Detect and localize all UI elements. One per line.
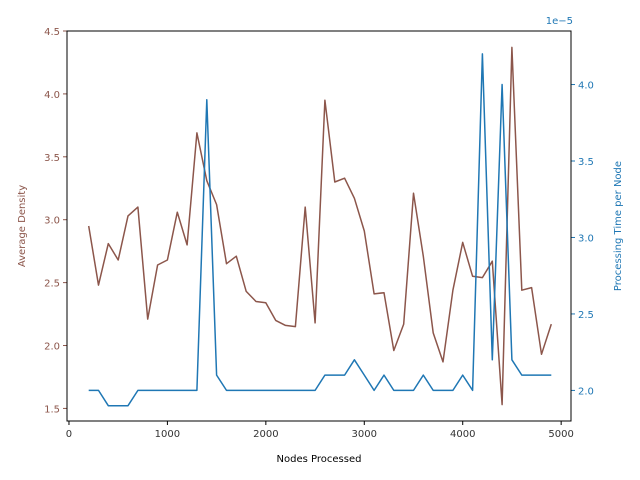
average-density-line [87, 46, 553, 406]
left-tick-label: 4.0 [44, 90, 60, 101]
axes-frame [66, 30, 572, 422]
x-tick-label: 4000 [450, 429, 475, 440]
right-y-axis-label: Processing Time per Node [613, 161, 624, 291]
x-axis-ticks: 0 1000 2000 3000 4000 5000 [66, 421, 574, 440]
left-tick-label: 2.0 [44, 342, 60, 353]
right-tick-label: 2.0 [578, 386, 594, 397]
x-tick-label: 3000 [352, 429, 377, 440]
x-tick-label: 5000 [548, 429, 573, 440]
right-tick-label: 2.5 [578, 310, 594, 321]
x-tick-label: 2000 [253, 429, 278, 440]
left-tick-label: 3.0 [44, 216, 60, 227]
left-tick-label: 3.5 [44, 153, 60, 164]
x-axis-label: Nodes Processed [277, 454, 362, 465]
x-tick-label: 1000 [155, 429, 180, 440]
left-tick-label: 4.5 [44, 27, 60, 38]
left-y-axis-label: Average Density [17, 185, 28, 267]
plot-area [87, 46, 553, 407]
x-tick-label: 0 [66, 429, 72, 440]
right-axis-offset-label: 1e−5 [546, 16, 573, 27]
left-tick-label: 1.5 [44, 404, 60, 415]
left-y-axis-ticks: 1.5 2.0 2.5 3.0 3.5 4.0 4.5 [44, 27, 67, 415]
right-tick-label: 4.0 [578, 81, 594, 92]
right-y-axis-ticks: 2.0 2.5 3.0 3.5 4.0 [571, 81, 594, 397]
right-tick-label: 3.5 [578, 157, 594, 168]
left-tick-label: 2.5 [44, 279, 60, 290]
right-tick-label: 3.0 [578, 233, 594, 244]
processing-time-line [88, 53, 552, 407]
